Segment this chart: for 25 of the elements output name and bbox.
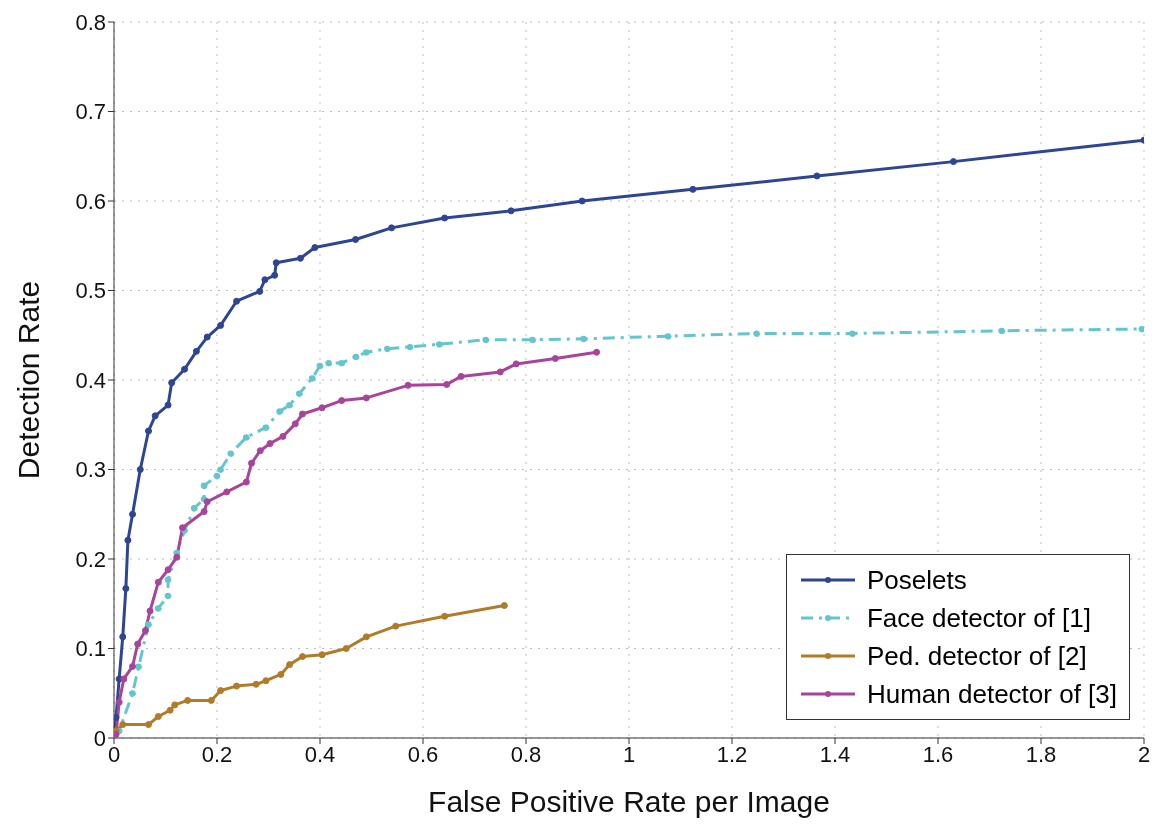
x-tick-label: 1.8 [1025,741,1057,767]
y-axis-title: Detection Rate [11,280,45,480]
y-tick-label: 0.1 [75,636,106,662]
y-tick-label: 0.7 [75,99,106,125]
legend-label: Face detector of [1] [866,602,1091,635]
y-tick-label: 0 [93,725,106,751]
x-axis-title: False Positive Rate per Image [428,785,830,818]
legend-label: Human detector of [3] [866,678,1117,711]
x-tick-label: 0.4 [304,741,336,767]
x-tick-label: 1.2 [716,741,748,767]
y-tick-label: 0.3 [75,457,106,483]
y-tick-label: 0.4 [75,367,106,393]
y-tick-label: 0.5 [75,278,106,304]
x-tick-label: 0.2 [201,741,233,767]
x-tick-label: 1.6 [922,741,954,767]
x-tick-label: 1 [622,741,636,767]
x-tick-label: 0.6 [407,741,439,767]
y-tick-label: 0.8 [75,9,106,35]
x-tick-label: 0.8 [510,741,542,767]
x-tick-label: 2 [1137,741,1151,767]
x-tick-label: 1.4 [819,741,851,767]
y-tick-label: 0.6 [75,188,106,214]
y-tick-label: 0.2 [75,546,106,572]
legend-label: Ped. detector of [2] [866,640,1087,673]
legend-label: Poselets [866,564,967,597]
